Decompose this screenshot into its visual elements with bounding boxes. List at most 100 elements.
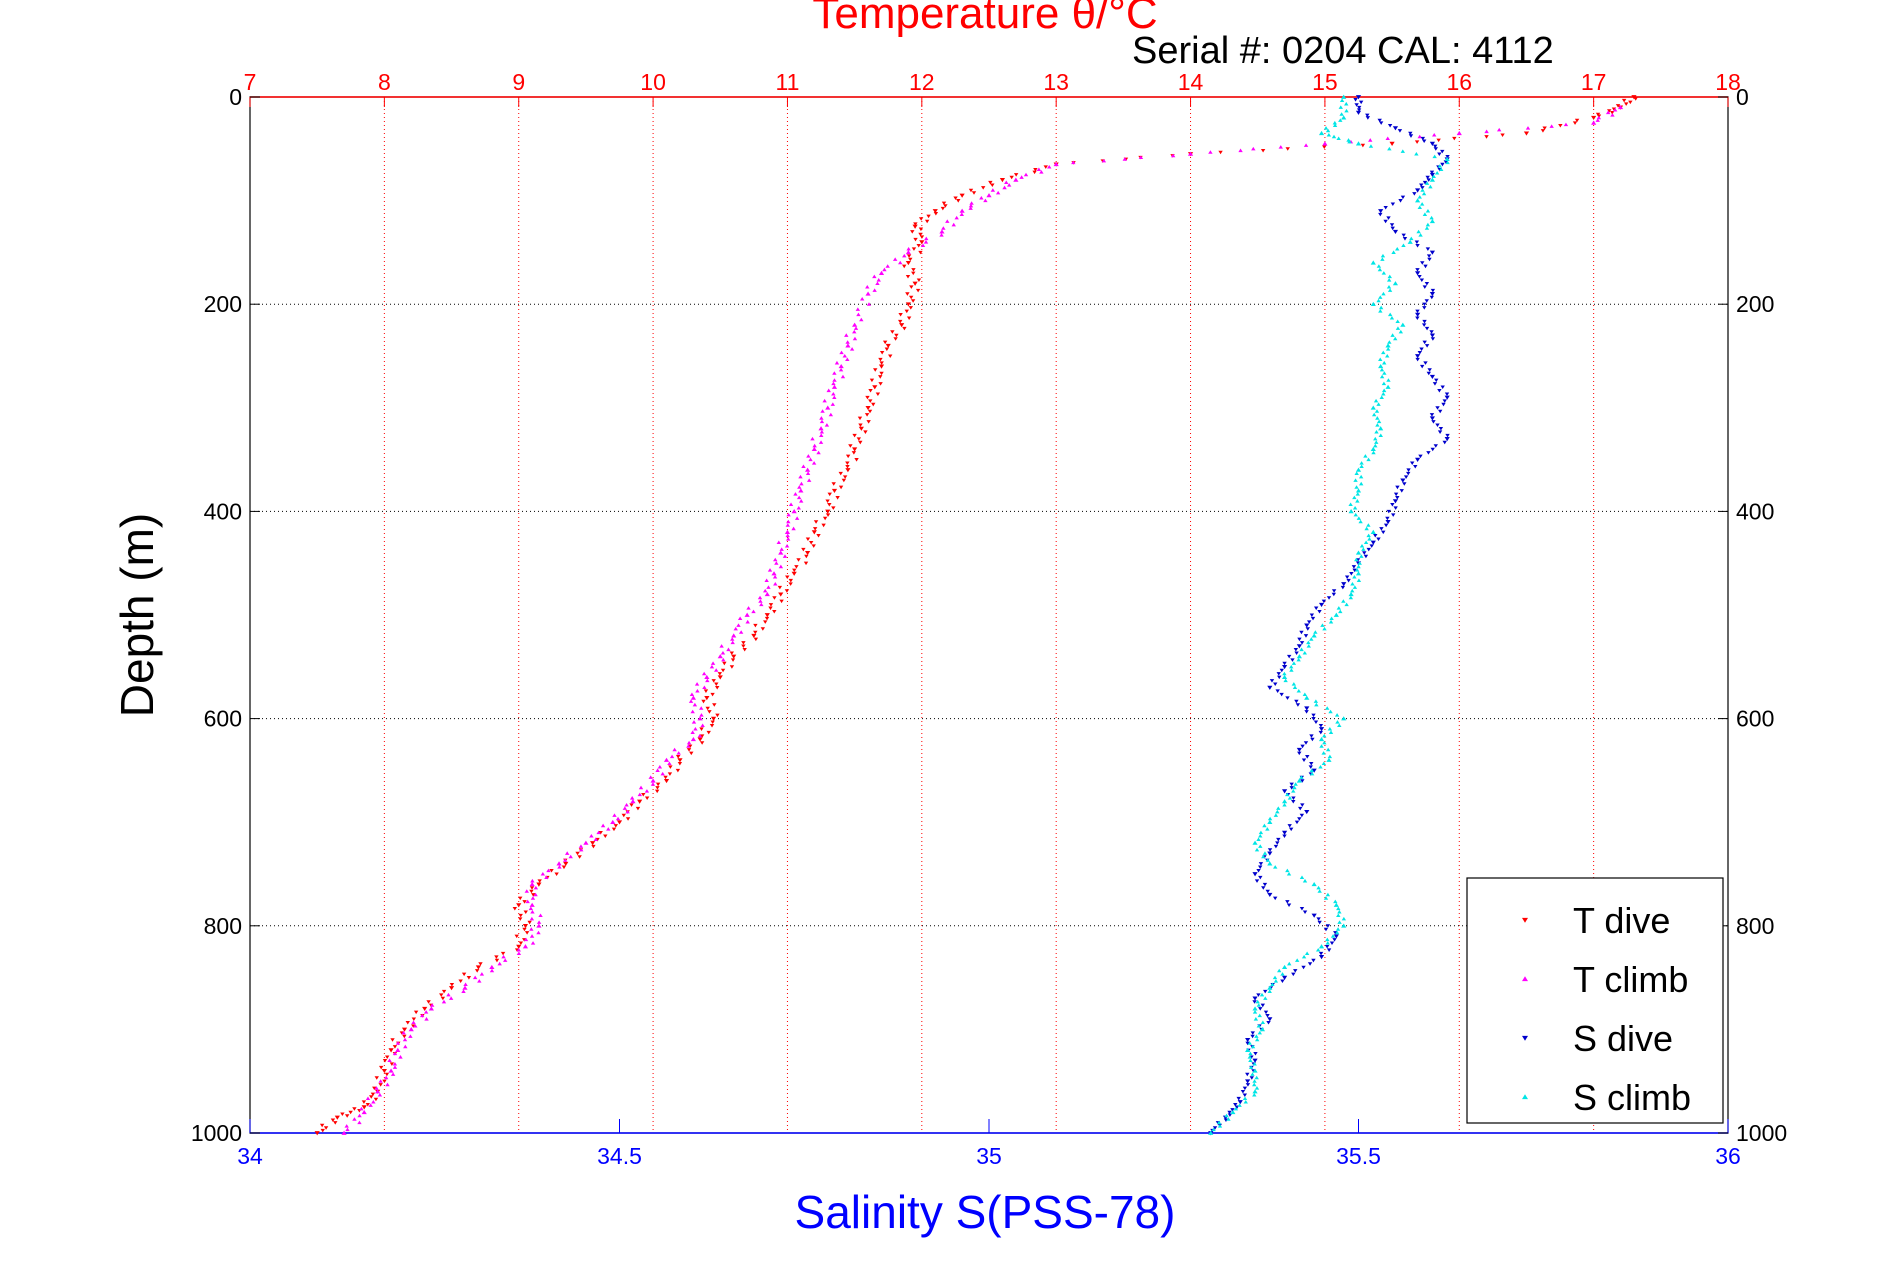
data-point [831, 381, 836, 386]
data-point [1442, 440, 1447, 445]
legend-marker [1522, 1035, 1528, 1041]
data-point [516, 944, 522, 949]
data-point [695, 688, 700, 693]
data-point [1256, 837, 1261, 842]
data-point [840, 374, 846, 379]
data-point [1258, 865, 1263, 870]
data-point [663, 757, 670, 762]
data-point [831, 392, 836, 396]
data-point [374, 1086, 379, 1090]
data-point [875, 392, 881, 396]
data-point [884, 347, 890, 352]
temp-tick-label: 17 [1581, 69, 1607, 95]
data-point [657, 764, 663, 769]
data-point [1293, 647, 1299, 652]
data-point [1227, 1110, 1232, 1115]
data-point [650, 782, 656, 786]
data-point [1327, 754, 1333, 759]
data-point [776, 540, 781, 545]
data-point [1288, 827, 1294, 832]
data-point [715, 685, 720, 690]
data-point [428, 1006, 434, 1011]
data-point [791, 571, 797, 576]
data-point [1415, 188, 1421, 193]
data-point [766, 585, 771, 589]
data-point [1353, 98, 1358, 102]
data-point [1223, 1118, 1229, 1123]
data-point [753, 623, 758, 628]
data-point [1286, 872, 1292, 876]
data-point [1313, 606, 1319, 611]
data-point [923, 240, 929, 244]
data-point [920, 243, 926, 248]
data-point [1311, 882, 1317, 887]
data-point [1558, 123, 1563, 128]
data-point [726, 647, 731, 652]
data-point [872, 385, 878, 390]
data-point [1336, 913, 1341, 917]
data-point [381, 1069, 387, 1074]
data-point [1269, 679, 1275, 683]
data-point [852, 447, 858, 452]
data-point [1387, 288, 1393, 292]
data-point [1280, 979, 1285, 984]
data-point [530, 910, 535, 914]
data-point [448, 986, 455, 991]
data-point [1245, 1047, 1251, 1052]
data-point [778, 550, 784, 555]
data-point [1311, 713, 1316, 718]
data-point [990, 183, 995, 188]
data-point [1403, 475, 1409, 479]
data-point [1257, 1030, 1262, 1035]
data-point [408, 1034, 413, 1038]
data-point [720, 651, 726, 655]
data-point [1293, 969, 1298, 973]
data-point [745, 619, 750, 624]
salinity-tick-label: 35 [976, 1143, 1002, 1169]
data-point [378, 1065, 384, 1070]
data-point [1039, 170, 1044, 174]
data-point [1032, 170, 1037, 175]
data-point [1297, 817, 1302, 821]
data-point [816, 450, 821, 455]
data-point [1445, 433, 1450, 438]
data-point [1398, 199, 1403, 203]
data-point [1297, 751, 1302, 756]
data-point [945, 219, 950, 223]
data-point [637, 799, 643, 804]
salinity-tick-label: 35.5 [1336, 1143, 1381, 1169]
data-point [1019, 175, 1024, 179]
data-point [1419, 278, 1425, 283]
data-point [714, 682, 719, 687]
data-point [699, 727, 704, 731]
data-point [824, 423, 830, 427]
data-point [1318, 944, 1325, 949]
data-point [1302, 651, 1307, 655]
data-point [1331, 589, 1337, 593]
data-point [1456, 130, 1462, 136]
data-point [1363, 454, 1368, 458]
data-point [1540, 129, 1546, 133]
data-point [1429, 250, 1435, 255]
data-point [1309, 734, 1314, 738]
data-point [1325, 706, 1330, 710]
data-point [1002, 185, 1007, 190]
data-point [667, 761, 672, 766]
data-point [578, 844, 584, 848]
data-point [1331, 134, 1337, 139]
data-point [1242, 1096, 1248, 1101]
data-point [388, 1068, 394, 1073]
data-point [841, 478, 847, 483]
data-point [1371, 412, 1377, 417]
data-point [1355, 110, 1362, 115]
data-point [1354, 557, 1359, 562]
data-point [1304, 623, 1310, 628]
data-point [875, 281, 880, 286]
data-point [655, 782, 661, 787]
temp-tick-label: 16 [1446, 69, 1472, 95]
data-point [810, 436, 815, 441]
data-point [1392, 281, 1399, 286]
data-point [1385, 516, 1390, 521]
data-point [784, 529, 791, 534]
data-point [906, 316, 912, 320]
